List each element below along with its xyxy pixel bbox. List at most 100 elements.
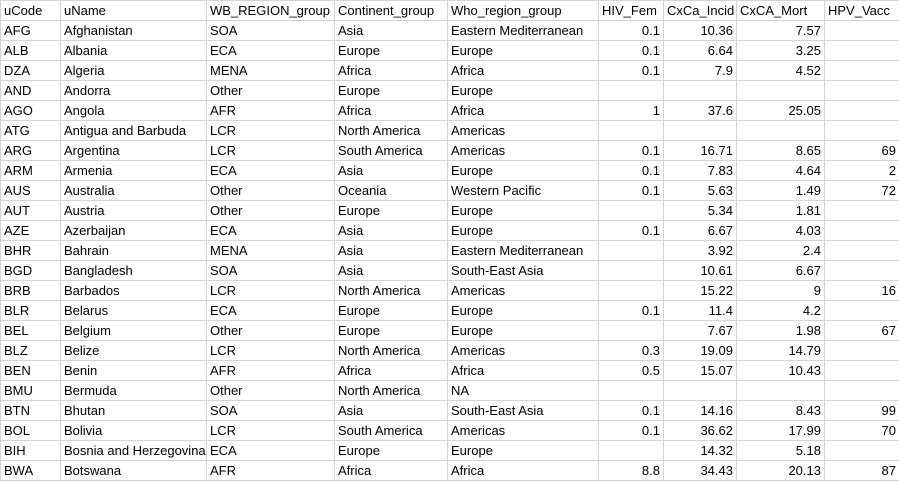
cell-cxca-mort[interactable]: 4.64 [736,160,825,181]
cell-uname[interactable]: Benin [60,360,207,381]
cell-continent[interactable]: Europe [334,300,448,321]
cell-hiv-fem[interactable]: 0.1 [598,60,664,81]
cell-who-region[interactable]: Africa [447,100,599,121]
cell-cxca-incid[interactable]: 7.9 [663,60,737,81]
cell-hpv-vacc[interactable]: 70 [824,420,899,441]
cell-hpv-vacc[interactable] [824,220,899,241]
cell-ucode[interactable]: BLR [0,300,61,321]
cell-who-region[interactable]: Europe [447,80,599,101]
cell-cxca-incid[interactable]: 16.71 [663,140,737,161]
cell-cxca-incid[interactable]: 34.43 [663,460,737,481]
cell-cxca-mort[interactable]: 4.52 [736,60,825,81]
cell-continent[interactable]: Oceania [334,180,448,201]
cell-ucode[interactable]: AUS [0,180,61,201]
cell-who-region[interactable]: Americas [447,140,599,161]
cell-cxca-mort[interactable]: 4.2 [736,300,825,321]
cell-cxca-mort[interactable]: 17.99 [736,420,825,441]
cell-hpv-vacc[interactable] [824,120,899,141]
cell-cxca-mort[interactable]: 10.43 [736,360,825,381]
cell-hiv-fem[interactable]: 0.1 [598,220,664,241]
cell-uname[interactable]: Angola [60,100,207,121]
cell-cxca-mort[interactable]: 5.18 [736,440,825,461]
cell-cxca-incid[interactable]: 15.22 [663,280,737,301]
cell-wb-region[interactable]: SOA [206,260,335,281]
cell-hpv-vacc[interactable] [824,200,899,221]
cell-cxca-incid[interactable]: 5.34 [663,200,737,221]
cell-continent[interactable]: Asia [334,160,448,181]
cell-who-region[interactable]: Africa [447,460,599,481]
cell-hpv-vacc[interactable]: 16 [824,280,899,301]
cell-cxca-incid[interactable]: 19.09 [663,340,737,361]
column-header-cxca-mort[interactable]: CxCA_Mort [736,0,825,21]
cell-wb-region[interactable]: ECA [206,220,335,241]
cell-uname[interactable]: Algeria [60,60,207,81]
cell-uname[interactable]: Andorra [60,80,207,101]
cell-hpv-vacc[interactable]: 67 [824,320,899,341]
cell-hpv-vacc[interactable]: 2 [824,160,899,181]
cell-uname[interactable]: Barbados [60,280,207,301]
cell-continent[interactable]: Asia [334,220,448,241]
cell-continent[interactable]: Africa [334,360,448,381]
cell-hpv-vacc[interactable] [824,60,899,81]
cell-hiv-fem[interactable] [598,440,664,461]
cell-who-region[interactable]: Africa [447,60,599,81]
cell-who-region[interactable]: Europe [447,200,599,221]
cell-hpv-vacc[interactable] [824,40,899,61]
cell-hpv-vacc[interactable] [824,20,899,41]
cell-continent[interactable]: Asia [334,400,448,421]
cell-hiv-fem[interactable] [598,260,664,281]
cell-wb-region[interactable]: LCR [206,420,335,441]
cell-hiv-fem[interactable]: 0.1 [598,20,664,41]
cell-cxca-mort[interactable]: 2.4 [736,240,825,261]
cell-who-region[interactable]: Western Pacific [447,180,599,201]
cell-hpv-vacc[interactable]: 69 [824,140,899,161]
cell-cxca-mort[interactable]: 1.98 [736,320,825,341]
cell-ucode[interactable]: AND [0,80,61,101]
cell-uname[interactable]: Bosnia and Herzegovina [60,440,207,461]
cell-cxca-mort[interactable] [736,380,825,401]
cell-continent[interactable]: Europe [334,320,448,341]
cell-ucode[interactable]: BEN [0,360,61,381]
cell-uname[interactable]: Antigua and Barbuda [60,120,207,141]
cell-wb-region[interactable]: AFR [206,100,335,121]
column-header-who-region[interactable]: Who_region_group [447,0,599,21]
cell-who-region[interactable]: Africa [447,360,599,381]
cell-who-region[interactable]: Eastern Mediterranean [447,20,599,41]
cell-wb-region[interactable]: MENA [206,60,335,81]
cell-cxca-mort[interactable]: 9 [736,280,825,301]
cell-uname[interactable]: Afghanistan [60,20,207,41]
cell-who-region[interactable]: Europe [447,440,599,461]
cell-cxca-incid[interactable]: 6.67 [663,220,737,241]
cell-continent[interactable]: Asia [334,240,448,261]
cell-cxca-incid[interactable]: 37.6 [663,100,737,121]
column-header-uname[interactable]: uName [60,0,207,21]
cell-hiv-fem[interactable]: 0.1 [598,400,664,421]
cell-ucode[interactable]: ATG [0,120,61,141]
cell-who-region[interactable]: Americas [447,340,599,361]
cell-continent[interactable]: North America [334,280,448,301]
cell-hiv-fem[interactable]: 0.1 [598,140,664,161]
cell-hiv-fem[interactable]: 0.1 [598,160,664,181]
cell-ucode[interactable]: DZA [0,60,61,81]
column-header-hiv-fem[interactable]: HIV_Fem [598,0,664,21]
column-header-hpv-vacc[interactable]: HPV_Vacc [824,0,899,21]
cell-cxca-mort[interactable]: 8.43 [736,400,825,421]
cell-uname[interactable]: Belize [60,340,207,361]
cell-wb-region[interactable]: LCR [206,120,335,141]
cell-uname[interactable]: Albania [60,40,207,61]
cell-cxca-mort[interactable]: 7.57 [736,20,825,41]
cell-who-region[interactable]: Eastern Mediterranean [447,240,599,261]
cell-wb-region[interactable]: LCR [206,140,335,161]
cell-continent[interactable]: Europe [334,40,448,61]
cell-hpv-vacc[interactable] [824,340,899,361]
cell-uname[interactable]: Bermuda [60,380,207,401]
cell-cxca-mort[interactable]: 25.05 [736,100,825,121]
column-header-wb-region[interactable]: WB_REGION_group [206,0,335,21]
cell-hiv-fem[interactable]: 0.1 [598,180,664,201]
cell-ucode[interactable]: ALB [0,40,61,61]
cell-ucode[interactable]: BGD [0,260,61,281]
cell-uname[interactable]: Austria [60,200,207,221]
cell-continent[interactable]: North America [334,340,448,361]
cell-cxca-incid[interactable]: 14.16 [663,400,737,421]
cell-wb-region[interactable]: SOA [206,20,335,41]
